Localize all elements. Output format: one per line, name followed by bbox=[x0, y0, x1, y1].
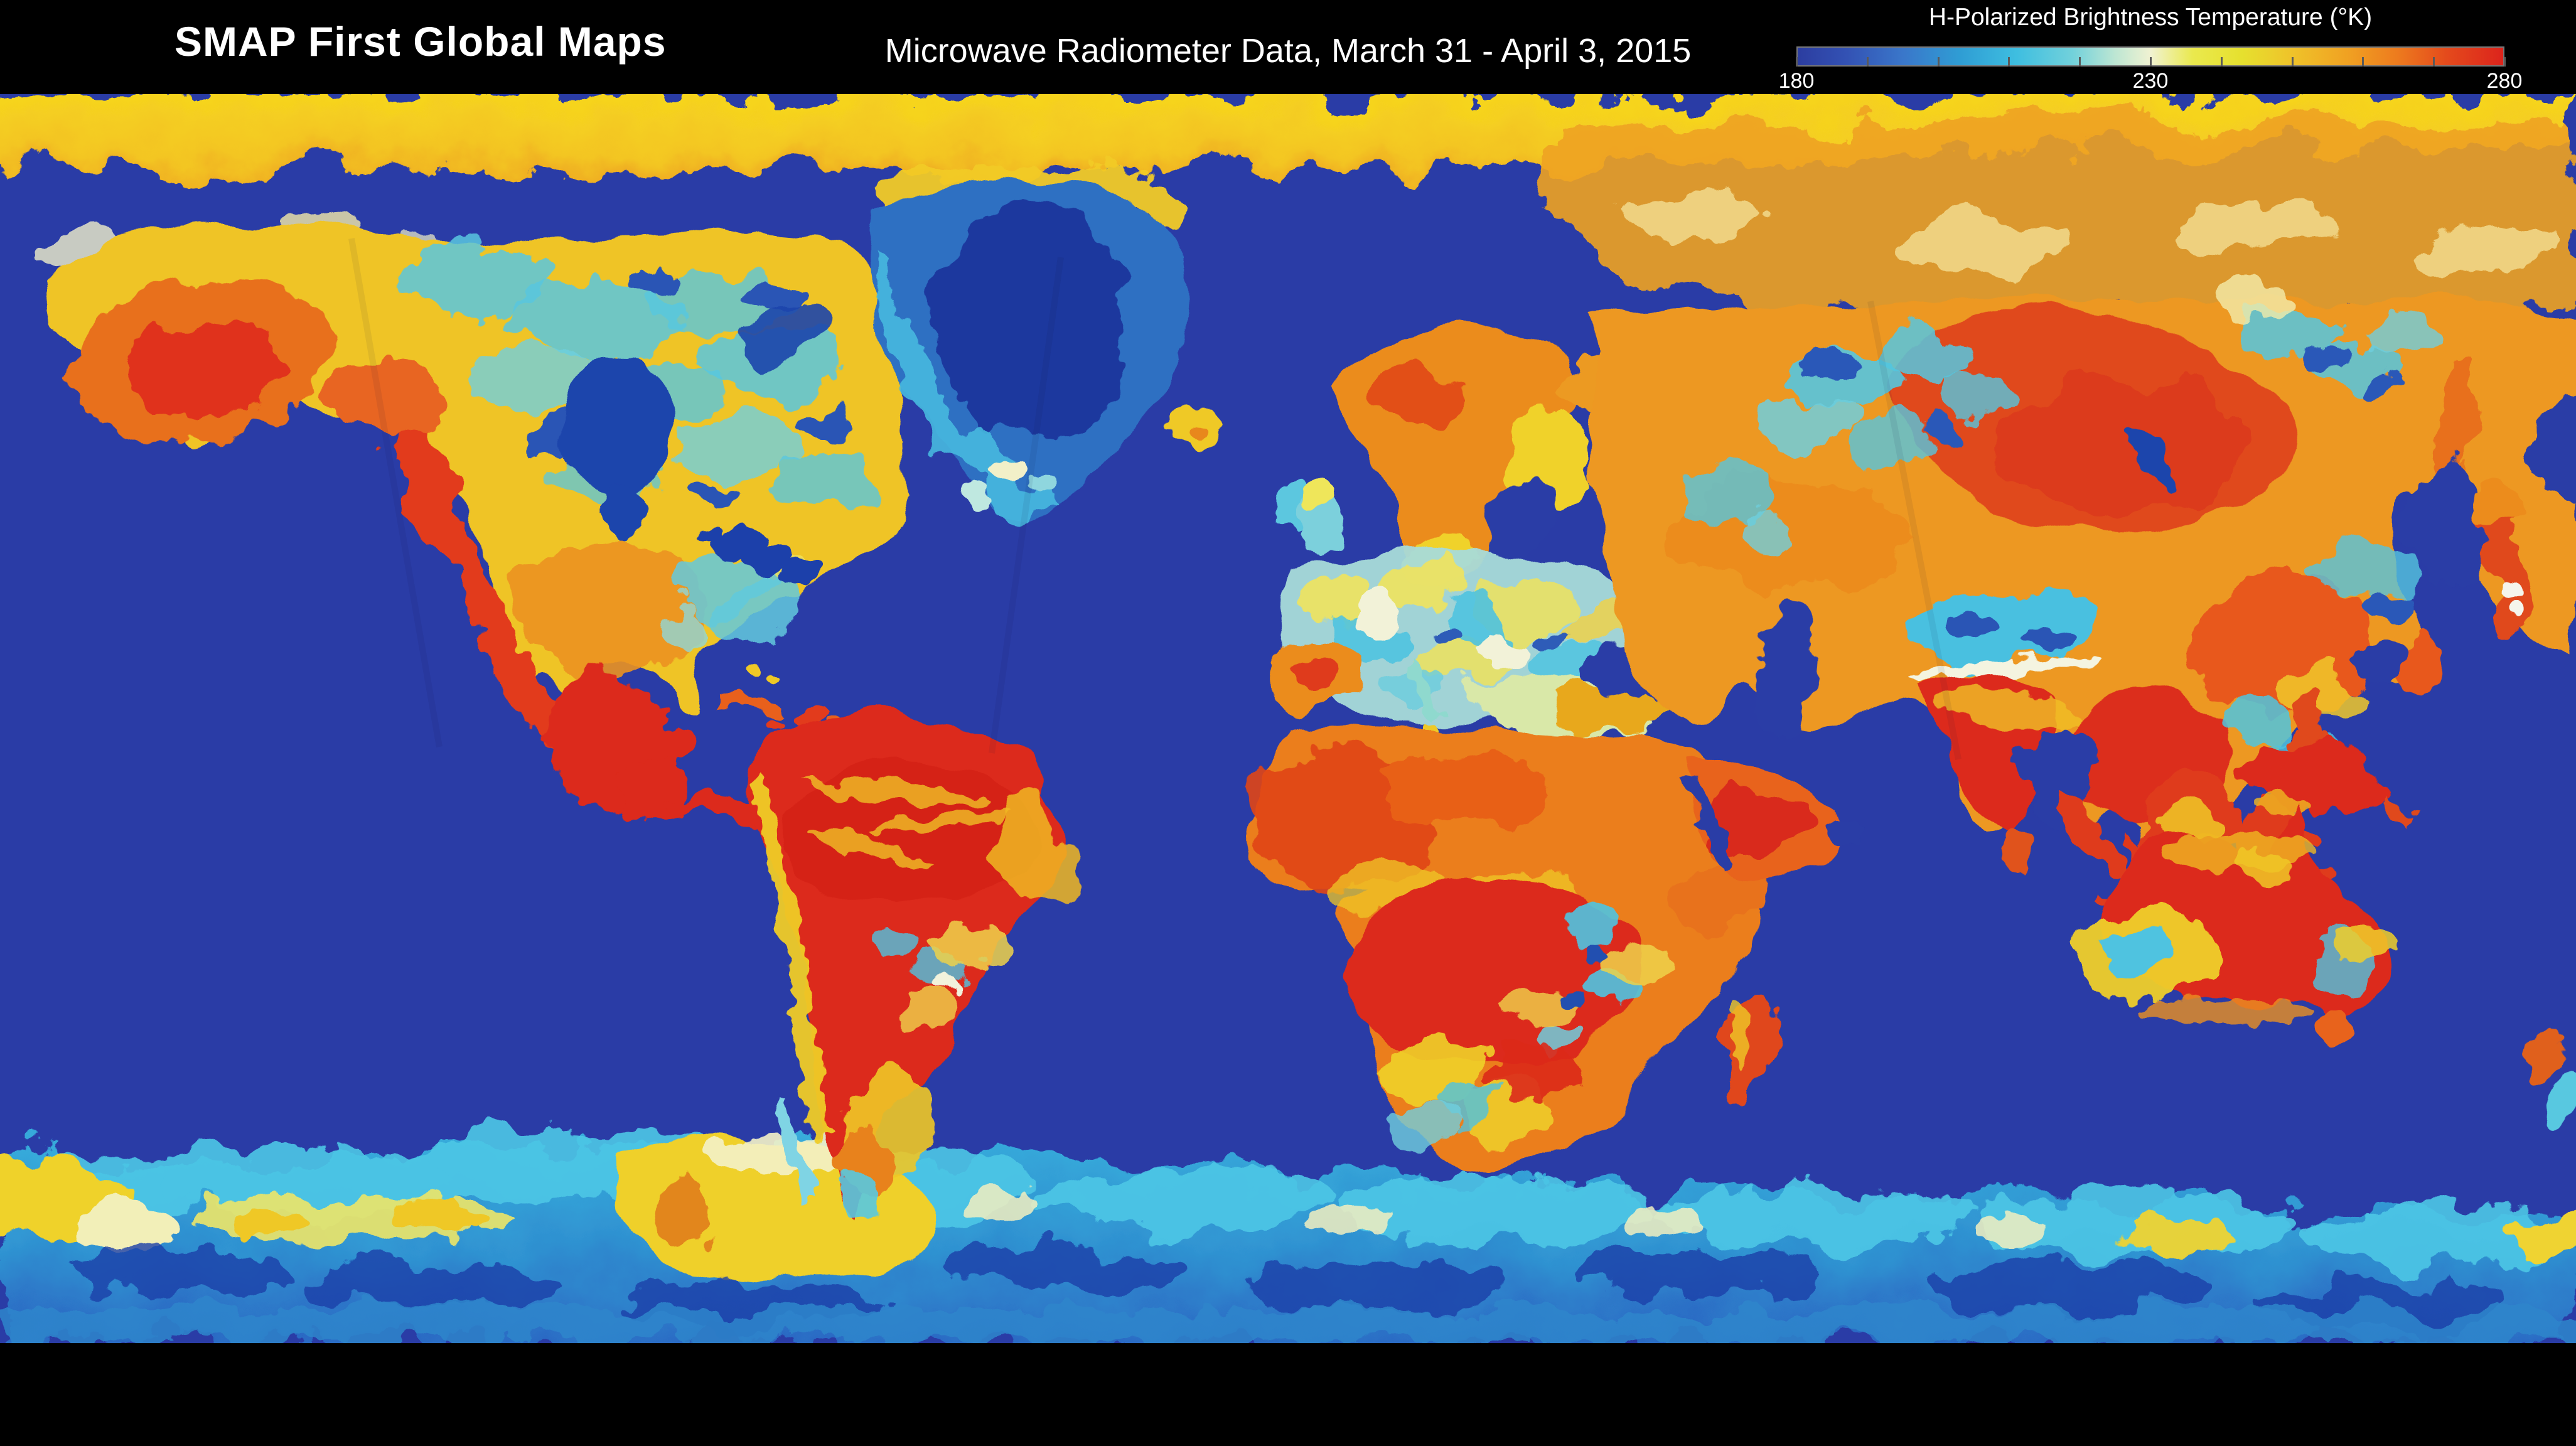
british-isles bbox=[1277, 480, 1343, 553]
colorbar-tick-label: 180 bbox=[1778, 69, 1815, 93]
tibet-blue-1 bbox=[1946, 614, 1996, 641]
ice-gold-patch bbox=[395, 1198, 483, 1231]
header-bar: SMAP First Global Maps Microwave Radiome… bbox=[0, 0, 2576, 94]
north-america bbox=[50, 228, 912, 835]
brazil-ne-fringe bbox=[989, 792, 1070, 902]
new-guinea-tail bbox=[2379, 794, 2417, 827]
horn-of-africa bbox=[1671, 863, 1769, 932]
greenland bbox=[866, 160, 1226, 521]
caspian-sea bbox=[1756, 602, 1816, 741]
ganges-yellow bbox=[1934, 686, 2083, 732]
sahara-east-orange bbox=[1387, 756, 1550, 825]
ice-gold-patch bbox=[232, 1209, 308, 1239]
james-bay bbox=[603, 483, 647, 540]
iberia-red-core bbox=[1287, 658, 1337, 691]
ice-pale-patch bbox=[75, 1199, 176, 1249]
ice-orange-spot bbox=[656, 1177, 712, 1246]
arctic-sea-ice-band bbox=[0, 94, 2576, 176]
siberia-red-core bbox=[1996, 377, 2247, 515]
colorbar-tick-labels: 180 230 280 bbox=[1779, 69, 2523, 97]
japan-white-speck-1 bbox=[2497, 581, 2522, 599]
colorbar-gradient bbox=[1796, 46, 2504, 67]
manchuria-cyan bbox=[2310, 543, 2410, 599]
madagascar-yellow-edge bbox=[1730, 998, 1745, 1073]
colorbar-tick-label: 230 bbox=[2132, 69, 2169, 93]
sea-of-okhotsk bbox=[2404, 458, 2492, 584]
sri-lanka bbox=[2003, 832, 2033, 869]
arctic-pale-patches bbox=[1619, 195, 2548, 275]
ice-gold-patch-fareast bbox=[2511, 1208, 2576, 1258]
asia bbox=[1594, 282, 2576, 886]
patagonia-cyan-tip bbox=[829, 1170, 879, 1227]
alaska-red-core bbox=[132, 323, 282, 417]
manchuria-blue bbox=[2360, 595, 2410, 623]
antarctic-bottom-band bbox=[0, 1309, 2576, 1343]
us-west-red-streak bbox=[389, 420, 603, 759]
page-title: SMAP First Global Maps bbox=[174, 18, 667, 65]
footer-bar bbox=[0, 1343, 2576, 1446]
world-map-svg bbox=[0, 94, 2576, 1343]
australia-east-yellow bbox=[2335, 919, 2398, 963]
greenland-ice-core bbox=[934, 201, 1125, 439]
red-sea bbox=[1683, 772, 1732, 869]
west-siberia-mottle bbox=[1688, 333, 2015, 555]
korea bbox=[2400, 628, 2440, 697]
arctic bbox=[0, 94, 2576, 327]
south-america bbox=[750, 716, 1070, 1227]
baltic-sea bbox=[1481, 476, 1557, 566]
global-brightness-temperature-map bbox=[0, 94, 2576, 1343]
colorbar-tick-label: 280 bbox=[2486, 69, 2523, 93]
swath-seams bbox=[348, 238, 1962, 760]
australia-west-cyan bbox=[2103, 919, 2172, 976]
ice-pale-specks bbox=[967, 1190, 2043, 1244]
arctic-siberia-orange bbox=[1538, 119, 2576, 327]
yakutia-mottle bbox=[2222, 282, 2435, 394]
brazil-se-mottle bbox=[872, 918, 1004, 1036]
colorbar-label: H-Polarized Brightness Temperature (°K) bbox=[1928, 4, 2373, 31]
subtitle: Microwave Radiometer Data, March 31 - Ap… bbox=[884, 32, 1692, 70]
arabia-red-core bbox=[1707, 791, 1808, 854]
yellow-sea bbox=[2351, 637, 2407, 681]
great-lakes bbox=[697, 525, 826, 581]
andes-yellow-strip bbox=[750, 772, 832, 1141]
sumatra bbox=[2058, 794, 2127, 880]
africa bbox=[1250, 726, 1772, 1165]
yukon-orange bbox=[326, 345, 439, 433]
new-guinea-yellow-edge bbox=[2253, 798, 2316, 815]
amazon-yellow-veins bbox=[803, 778, 1016, 865]
bay-of-bengal bbox=[2021, 731, 2090, 825]
new-guinea bbox=[2232, 742, 2387, 816]
east-africa-mottle bbox=[1506, 910, 1666, 1051]
tasmania bbox=[2317, 1015, 2355, 1046]
italy bbox=[1409, 659, 1444, 722]
antarctica bbox=[0, 1098, 2576, 1343]
gulf-carpentaria-yellow bbox=[2241, 847, 2297, 885]
greenland-south-specks bbox=[960, 461, 1057, 507]
japan-white-speck-2 bbox=[2508, 602, 2528, 615]
indonesia-new-guinea bbox=[2058, 742, 2417, 928]
lake-baikal bbox=[2129, 426, 2177, 490]
australia-south-fringe bbox=[2140, 999, 2316, 1024]
hudson-bay bbox=[559, 364, 678, 496]
iceland-core bbox=[1189, 422, 1215, 437]
mexico-south-red bbox=[615, 759, 690, 822]
scandinavia-red-core bbox=[1375, 370, 1462, 420]
antarctic-peninsula bbox=[776, 1098, 816, 1204]
hokkaido bbox=[2473, 486, 2523, 524]
tibet-blue-2 bbox=[2024, 628, 2069, 653]
foxe-basin bbox=[741, 304, 829, 361]
southern-africa-mottle bbox=[1375, 1042, 1582, 1142]
greenland-cyan-rim bbox=[881, 254, 1042, 521]
ice-gold-patch-east bbox=[2122, 1214, 2235, 1258]
australia bbox=[2078, 810, 2576, 1130]
europe bbox=[1276, 325, 1685, 737]
new-zealand-south bbox=[2545, 1066, 2576, 1130]
persian-gulf bbox=[1823, 825, 1861, 845]
borneo-yellow-center bbox=[2162, 803, 2219, 841]
us-central-orange bbox=[512, 540, 712, 678]
arabia bbox=[1683, 764, 1861, 883]
bering-sea-edge bbox=[2536, 389, 2576, 502]
new-zealand-north bbox=[2527, 1027, 2563, 1082]
